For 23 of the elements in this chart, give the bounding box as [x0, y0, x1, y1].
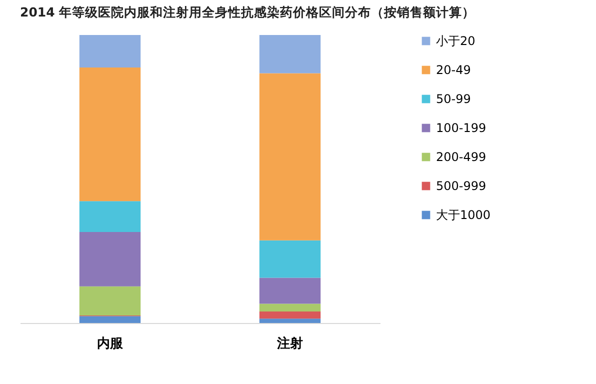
bar — [259, 73, 321, 240]
legend-label: 200-499 — [436, 150, 486, 164]
bar — [79, 232, 141, 286]
chart-title: 2014 年等级医院内服和注射用全身性抗感染药价格区间分布（按销售额计算） — [20, 4, 476, 20]
bar — [259, 35, 321, 74]
x-tick-label: 注射 — [276, 336, 303, 352]
legend-label: 20-49 — [436, 63, 471, 77]
legend-label: 100-199 — [436, 121, 486, 135]
legend-label: 大于1000 — [436, 208, 491, 222]
bar — [79, 286, 141, 316]
bar — [259, 240, 321, 278]
bar — [259, 311, 321, 319]
legend-label: 50-99 — [436, 92, 471, 106]
bar — [79, 68, 141, 202]
bar — [79, 35, 141, 68]
bar — [259, 278, 321, 304]
x-tick-label: 内服 — [97, 336, 124, 352]
bar — [79, 201, 141, 232]
bar — [259, 318, 321, 323]
legend-label: 500-999 — [436, 179, 486, 193]
bar — [259, 304, 321, 312]
legend-label: 小于20 — [436, 34, 476, 48]
bar — [79, 316, 141, 323]
